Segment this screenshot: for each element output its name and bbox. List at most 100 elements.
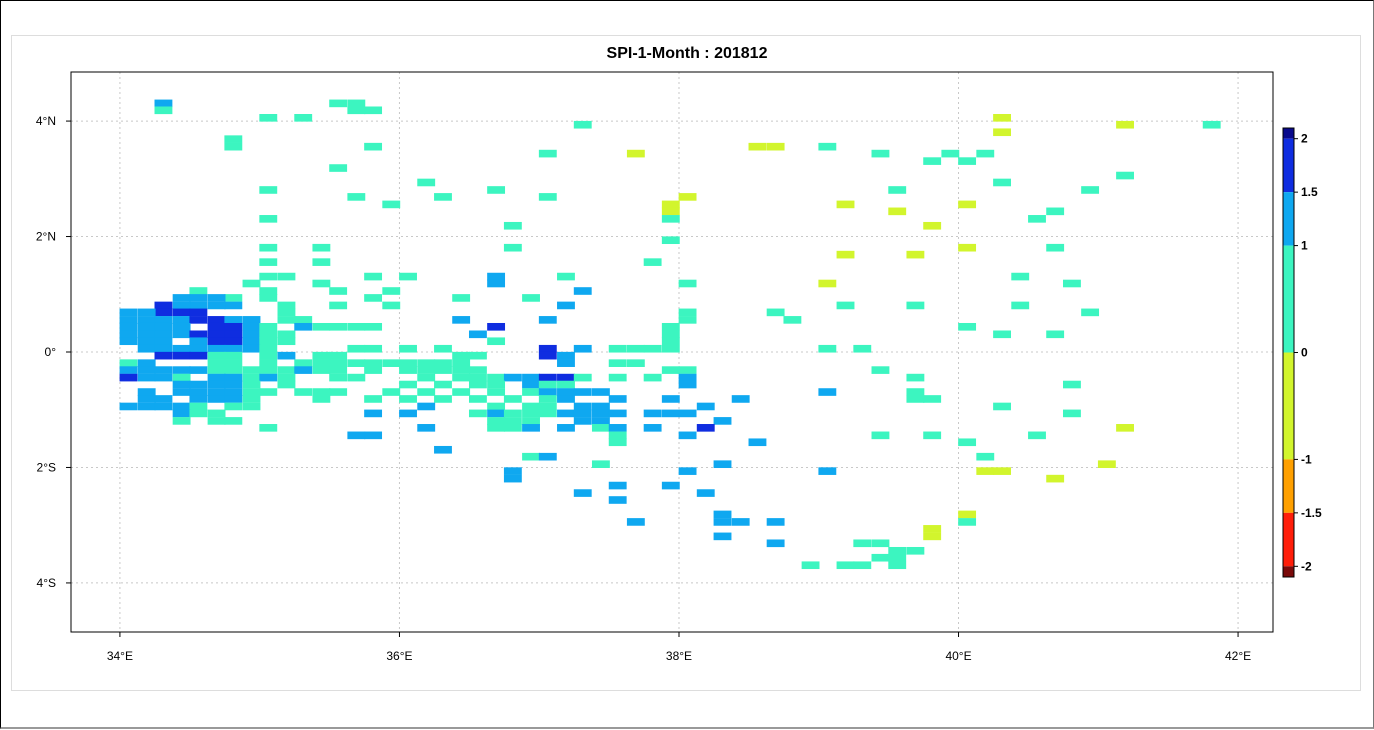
heatmap-cell <box>277 272 296 281</box>
heatmap-cell <box>1011 272 1030 281</box>
heatmap-cell <box>364 142 383 151</box>
heatmap-cell <box>172 351 191 360</box>
heatmap-cell <box>678 373 697 382</box>
heatmap-cell <box>364 106 383 115</box>
heatmap-cell <box>207 322 226 331</box>
heatmap-cell <box>452 388 471 396</box>
heatmap-cell <box>224 402 243 411</box>
heatmap-cell <box>137 330 156 339</box>
heatmap-cell <box>1028 215 1046 223</box>
heatmap-cell <box>434 366 452 374</box>
heatmap-cell <box>538 149 557 158</box>
heatmap-cell <box>678 467 697 475</box>
heatmap-cell <box>172 388 191 396</box>
heatmap-cell <box>207 366 226 374</box>
heatmap-cell <box>137 308 156 317</box>
heatmap-cell <box>557 359 575 367</box>
heatmap-cell <box>678 308 697 317</box>
heatmap-cell <box>522 417 540 425</box>
heatmap-cell <box>189 294 208 302</box>
colorbar-segment <box>1283 245 1294 353</box>
heatmap-cell <box>224 388 243 396</box>
heatmap-cell <box>224 417 243 425</box>
heatmap-cell <box>608 481 627 490</box>
heatmap-cell <box>224 395 243 403</box>
heatmap-cell <box>643 258 662 266</box>
heatmap-cell <box>871 539 890 548</box>
heatmap-cell <box>958 157 977 165</box>
y-tick-label: 4°N <box>36 114 56 128</box>
heatmap-cell <box>154 322 173 331</box>
heatmap-cell <box>503 424 522 432</box>
heatmap-cell <box>259 243 278 252</box>
heatmap-cell <box>871 149 890 158</box>
heatmap-cell <box>294 114 313 122</box>
heatmap-cell <box>137 366 156 374</box>
heatmap-cell <box>259 322 278 331</box>
heatmap-cell <box>382 301 401 310</box>
heatmap-cell <box>503 243 522 252</box>
heatmap-cell <box>207 337 226 346</box>
heatmap-cell <box>801 561 820 570</box>
heatmap-cell <box>189 395 208 403</box>
heatmap-cell <box>259 351 278 360</box>
heatmap-cell <box>923 157 942 165</box>
heatmap-cell <box>364 322 383 331</box>
heatmap-cell <box>259 186 278 194</box>
heatmap-cell <box>993 178 1011 187</box>
heatmap-cell <box>1046 207 1065 216</box>
heatmap-cell <box>207 351 226 360</box>
heatmap-cell <box>172 417 191 425</box>
heatmap-cell <box>259 258 278 266</box>
heatmap-cell <box>312 258 331 266</box>
heatmap-cell <box>958 518 977 526</box>
heatmap-cell <box>608 373 627 382</box>
heatmap-cell <box>259 373 278 382</box>
heatmap-cell <box>696 402 715 411</box>
heatmap-cell <box>119 322 138 331</box>
heatmap-cell <box>207 395 226 403</box>
heatmap-cell <box>399 395 417 403</box>
heatmap-cell <box>993 114 1011 122</box>
heatmap-cell <box>678 316 697 324</box>
heatmap-cell <box>277 301 296 310</box>
heatmap-cell <box>189 308 208 317</box>
heatmap-cell <box>452 351 471 360</box>
heatmap-cell <box>452 294 471 302</box>
heatmap-cell <box>259 294 278 302</box>
heatmap-cell <box>503 395 522 403</box>
heatmap-cell <box>224 135 243 143</box>
x-tick-label: 34°E <box>107 649 133 663</box>
heatmap-cell <box>522 409 540 418</box>
heatmap-cell <box>242 344 261 353</box>
heatmap-cell <box>154 344 173 353</box>
heatmap-cell <box>329 322 348 331</box>
heatmap-cell <box>1063 380 1081 389</box>
heatmap-cell <box>347 106 366 115</box>
heatmap-cell <box>1011 301 1030 310</box>
heatmap-cell <box>557 388 575 396</box>
heatmap-cell <box>189 351 208 360</box>
heatmap-cell <box>661 337 680 346</box>
heatmap-cell <box>557 424 575 432</box>
heatmap-cell <box>154 308 173 317</box>
heatmap-cell <box>626 344 645 353</box>
heatmap-cell <box>312 279 331 288</box>
heatmap-cell <box>713 460 732 469</box>
heatmap-cell <box>557 272 575 281</box>
colorbar-segment <box>1283 352 1294 460</box>
heatmap-cell <box>119 373 138 382</box>
heatmap-cell <box>259 424 278 432</box>
colorbar-tick-label: 0 <box>1301 346 1308 360</box>
heatmap-cell <box>906 373 925 382</box>
heatmap-cell <box>1097 460 1116 469</box>
heatmap-cell <box>364 344 383 353</box>
heatmap-cell <box>172 366 191 374</box>
heatmap-cell <box>487 373 506 382</box>
heatmap-cell <box>643 373 662 382</box>
heatmap-cell <box>224 373 243 382</box>
heatmap-cell <box>399 380 417 389</box>
heatmap-cell <box>661 200 680 209</box>
heatmap-cell <box>487 337 506 346</box>
heatmap-cell <box>661 207 680 216</box>
